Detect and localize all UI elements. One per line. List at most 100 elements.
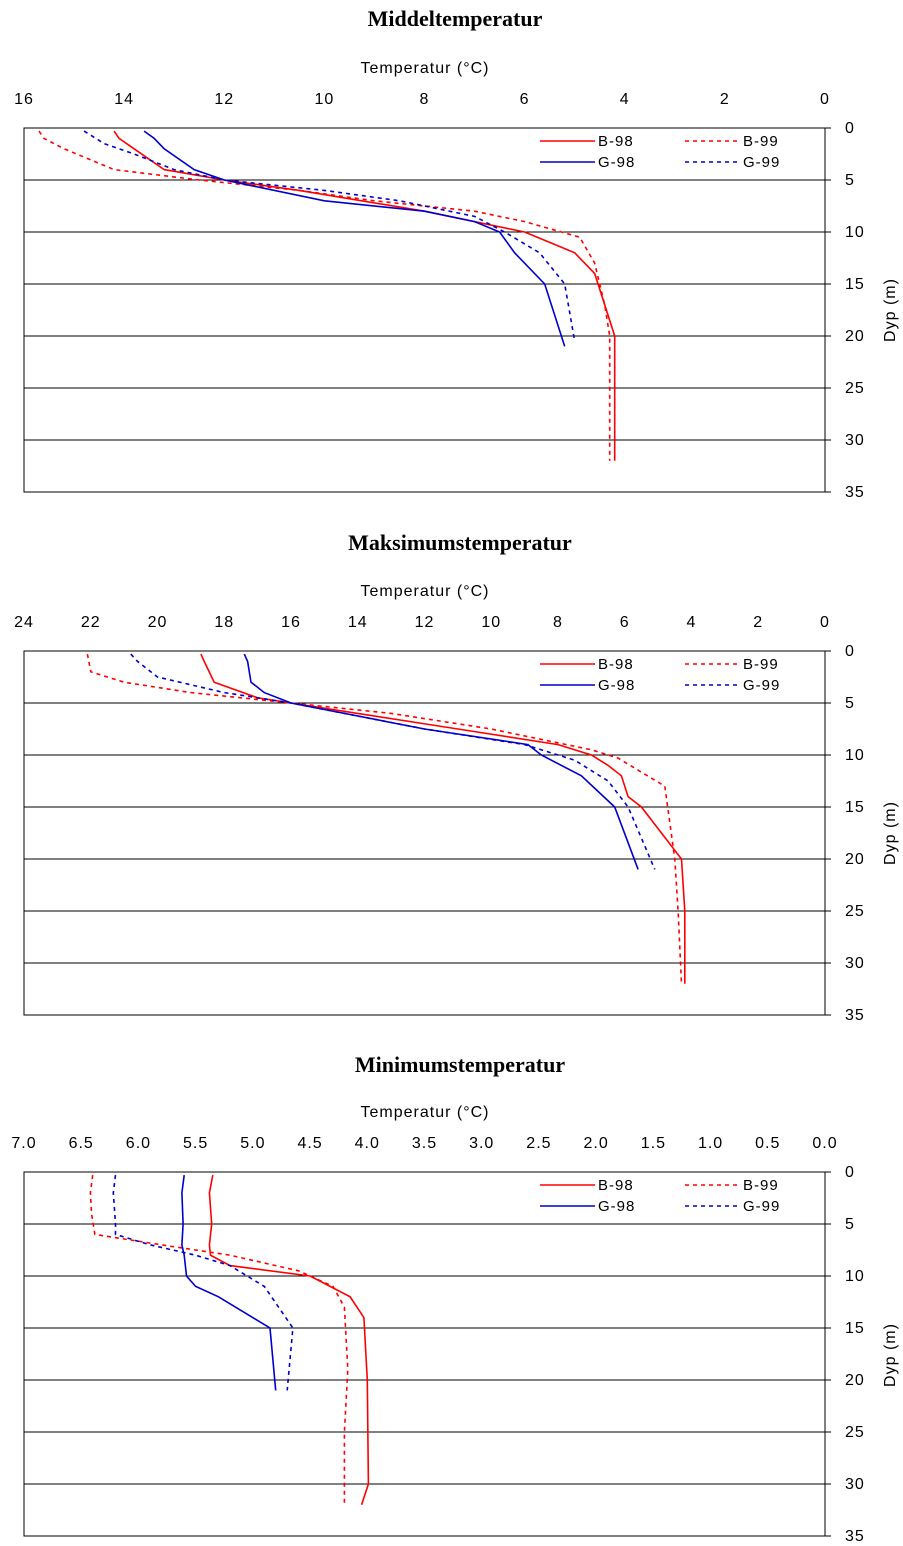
x-axis-label: Temperatur (°C) <box>361 1104 490 1121</box>
y-tick-label: 10 <box>845 224 865 241</box>
chart-middeltemperatur: Middeltemperatur Temperatur (°C) Dyp (m)… <box>14 6 899 501</box>
x-tick-label: 22 <box>81 614 101 631</box>
y-tick-label: 5 <box>845 1216 855 1233</box>
chart-title: Middeltemperatur <box>368 6 543 31</box>
y-axis-label: Dyp (m) <box>882 1323 899 1387</box>
y-tick-label: 25 <box>845 1424 865 1441</box>
y-tick-label: 25 <box>845 380 865 397</box>
legend-label: B-99 <box>743 656 779 673</box>
series-line-g-98 <box>243 653 639 870</box>
y-tick-label: 5 <box>845 172 855 189</box>
legend-item: B-99 <box>685 656 779 673</box>
x-tick-label: 8 <box>420 91 430 108</box>
x-tick-label: 4 <box>687 614 697 631</box>
legend-label: B-99 <box>743 1177 779 1194</box>
plot-area: 0 2 4 6 8 10 12 14 16 0 5 10 15 20 25 30 35 B-98 B-99 G-98 G… <box>14 91 865 501</box>
legend-label: G-99 <box>743 154 780 171</box>
chart-title: Maksimumstemperatur <box>348 530 572 555</box>
y-tick-label: 35 <box>845 1007 865 1024</box>
y-tick-label: 5 <box>845 695 855 712</box>
y-tick-label: 10 <box>845 747 865 764</box>
series-line-b-99 <box>86 653 683 984</box>
legend-item: B-98 <box>540 656 634 673</box>
plot-frame <box>23 127 826 493</box>
x-tick-label: 8 <box>553 614 563 631</box>
y-tick-label: 35 <box>845 484 865 501</box>
y-tick-label: 0 <box>845 643 855 660</box>
x-tick-label: 0.5 <box>755 1135 780 1152</box>
x-axis-label: Temperatur (°C) <box>361 60 490 77</box>
legend-label: B-98 <box>598 133 634 150</box>
y-tick-label: 20 <box>845 328 865 345</box>
y-tick-label: 15 <box>845 276 865 293</box>
series-line-g-99 <box>130 653 656 870</box>
legend-item: G-99 <box>685 677 779 694</box>
series-line-b-98 <box>208 1174 370 1506</box>
x-tick-label: 3.5 <box>412 1135 437 1152</box>
chart-minimumstemperatur: Minimumstemperatur Temperatur (°C) Dyp (… <box>11 1052 899 1545</box>
x-axis-label: Temperatur (°C) <box>361 583 490 600</box>
y-axis-label: Dyp (m) <box>882 278 899 342</box>
y-tick-label: 20 <box>845 1372 865 1389</box>
legend-label: G-98 <box>598 1198 635 1215</box>
legend-label: G-98 <box>598 677 635 694</box>
x-tick-label: 4.5 <box>297 1135 322 1152</box>
legend-item: B-99 <box>685 133 779 150</box>
x-tick-label: 16 <box>281 614 301 631</box>
series-line-g-98 <box>181 1174 277 1391</box>
x-tick-label: 6.0 <box>126 1135 151 1152</box>
legend-label: G-99 <box>743 1198 780 1215</box>
y-tick-label: 30 <box>845 432 865 449</box>
x-tick-label: 0 <box>820 91 830 108</box>
x-tick-label: 0 <box>820 614 830 631</box>
series-line-g-99 <box>112 1175 294 1391</box>
x-tick-label: 10 <box>481 614 501 631</box>
series-line-b-99 <box>38 130 611 461</box>
legend-item: G-98 <box>540 677 635 694</box>
x-tick-label: 0.0 <box>812 1135 837 1152</box>
legend-item: G-98 <box>540 1198 635 1215</box>
x-tick-label: 14 <box>348 614 368 631</box>
x-tick-label: 10 <box>314 91 334 108</box>
chart-maksimumstemperatur: Maksimumstemperatur Temperatur (°C) Dyp … <box>14 530 899 1024</box>
x-tick-label: 6 <box>520 91 530 108</box>
plot-area: 0.0 0.5 1.0 1.5 2.0 2.5 3.0 3.5 4.0 4.5 5.0 5.5 6.0 6… <box>11 1135 865 1545</box>
x-tick-label: 24 <box>14 614 34 631</box>
y-tick-label: 25 <box>845 903 865 920</box>
x-tick-label: 3.0 <box>469 1135 494 1152</box>
y-tick-label: 0 <box>845 1164 855 1181</box>
legend-label: B-98 <box>598 656 634 673</box>
plot-frame <box>23 1171 826 1537</box>
series-line-g-98 <box>143 130 566 347</box>
plot-frame <box>23 650 826 1016</box>
y-tick-label: 15 <box>845 1320 865 1337</box>
x-tick-label: 1.0 <box>698 1135 723 1152</box>
y-tick-label: 35 <box>845 1528 865 1545</box>
x-tick-label: 5.0 <box>240 1135 265 1152</box>
x-tick-label: 1.5 <box>641 1135 666 1152</box>
y-tick-label: 20 <box>845 851 865 868</box>
x-tick-label: 6 <box>620 614 630 631</box>
y-tick-label: 30 <box>845 1476 865 1493</box>
legend-item: G-99 <box>685 1198 780 1215</box>
y-axis-label: Dyp (m) <box>882 801 899 865</box>
legend-label: B-99 <box>743 133 779 150</box>
y-tick-label: 15 <box>845 799 865 816</box>
legend-item: G-99 <box>685 154 780 171</box>
y-tick-label: 0 <box>845 120 855 137</box>
x-tick-label: 2 <box>753 614 763 631</box>
x-tick-label: 4.0 <box>355 1135 380 1152</box>
series-line-b-98 <box>113 130 616 461</box>
x-tick-label: 14 <box>114 91 134 108</box>
x-tick-label: 18 <box>214 614 234 631</box>
legend-item: B-98 <box>540 1177 634 1194</box>
x-tick-label: 12 <box>214 91 234 108</box>
x-tick-label: 20 <box>148 614 168 631</box>
series-line-b-99 <box>89 1174 349 1505</box>
legend-label: G-98 <box>598 154 635 171</box>
series-line-b-98 <box>200 653 686 984</box>
legend-item: B-98 <box>540 133 634 150</box>
legend-label: B-98 <box>598 1177 634 1194</box>
